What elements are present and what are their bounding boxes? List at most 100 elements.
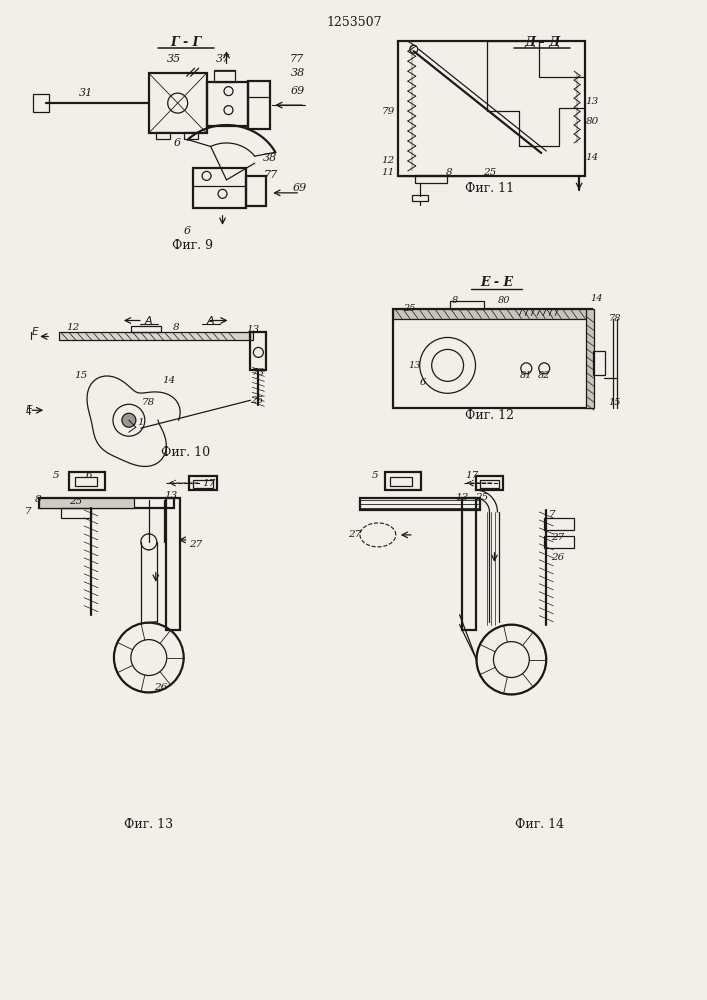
Text: 77: 77 <box>263 170 277 180</box>
Text: Фиг. 12: Фиг. 12 <box>465 409 514 422</box>
Text: 81: 81 <box>520 371 532 380</box>
Text: 38: 38 <box>291 68 305 78</box>
Text: 6: 6 <box>86 471 93 480</box>
Text: 80: 80 <box>498 296 510 305</box>
Bar <box>131 326 160 332</box>
Bar <box>40 498 134 508</box>
Text: 17: 17 <box>202 479 215 488</box>
Text: 8: 8 <box>446 168 453 177</box>
Text: 12: 12 <box>66 323 80 332</box>
Text: 79: 79 <box>381 107 395 116</box>
Text: 17: 17 <box>465 471 478 480</box>
Text: 27: 27 <box>189 540 202 549</box>
Bar <box>75 477 97 486</box>
Bar <box>148 73 206 133</box>
Text: 25: 25 <box>250 396 263 405</box>
Text: 1: 1 <box>138 418 144 427</box>
Text: 77: 77 <box>290 54 304 64</box>
Bar <box>393 309 592 408</box>
Text: 14: 14 <box>162 376 175 385</box>
Text: 69: 69 <box>293 183 308 193</box>
Bar <box>544 518 574 530</box>
Text: 8: 8 <box>173 323 179 332</box>
Circle shape <box>122 413 136 427</box>
Text: 25: 25 <box>475 493 488 502</box>
Bar <box>390 477 411 486</box>
Bar <box>165 498 180 630</box>
Bar <box>156 132 170 139</box>
Text: 27: 27 <box>551 533 563 542</box>
Text: А: А <box>145 316 153 326</box>
Text: 15: 15 <box>609 398 621 407</box>
Text: Фиг. 14: Фиг. 14 <box>515 818 563 831</box>
Text: 69: 69 <box>291 86 305 96</box>
Bar <box>189 476 216 490</box>
Bar <box>184 132 198 139</box>
Text: Фиг. 13: Фиг. 13 <box>124 818 173 831</box>
Text: 6: 6 <box>419 378 426 387</box>
Text: 27: 27 <box>349 530 361 539</box>
Text: 26: 26 <box>551 553 563 562</box>
Text: 78: 78 <box>142 398 156 407</box>
Text: 82: 82 <box>538 371 551 380</box>
Text: 38: 38 <box>263 153 277 163</box>
Bar <box>61 508 91 518</box>
Bar <box>462 498 476 630</box>
Bar <box>248 81 270 129</box>
Text: Д - Д: Д - Д <box>524 36 561 49</box>
Text: 12: 12 <box>381 156 395 165</box>
Text: 13: 13 <box>409 361 421 370</box>
Text: 8: 8 <box>35 495 42 504</box>
Text: 13: 13 <box>164 491 177 500</box>
Text: Фиг. 11: Фиг. 11 <box>465 182 514 195</box>
Bar <box>40 498 174 508</box>
Text: 7: 7 <box>25 507 32 516</box>
Text: 8: 8 <box>452 296 457 305</box>
Text: 80: 80 <box>585 117 599 126</box>
Text: 6: 6 <box>184 226 191 236</box>
Bar <box>411 195 428 201</box>
Text: 31: 31 <box>79 88 93 98</box>
Bar <box>398 41 585 176</box>
Text: 13: 13 <box>455 493 468 502</box>
Bar <box>479 480 499 488</box>
Bar <box>192 168 247 208</box>
Bar <box>593 351 605 375</box>
Text: E: E <box>32 327 38 337</box>
Bar <box>415 175 447 183</box>
Text: Фиг. 10: Фиг. 10 <box>161 446 210 459</box>
Bar <box>393 309 592 319</box>
Bar <box>450 301 484 309</box>
Text: 73: 73 <box>252 368 265 377</box>
Text: 35: 35 <box>167 54 181 64</box>
Text: 78: 78 <box>609 314 621 323</box>
Bar <box>250 332 267 370</box>
Text: 14: 14 <box>585 153 599 162</box>
Text: 25: 25 <box>404 304 416 313</box>
Bar <box>544 536 574 548</box>
Text: Е - Е: Е - Е <box>480 276 513 289</box>
Text: 11: 11 <box>381 168 395 177</box>
Text: 15: 15 <box>74 371 88 380</box>
Bar <box>59 332 253 340</box>
Text: 25: 25 <box>483 168 496 177</box>
Text: 7: 7 <box>549 510 556 519</box>
Bar <box>385 472 421 490</box>
Text: 26: 26 <box>154 683 168 692</box>
Text: 1253507: 1253507 <box>326 16 382 29</box>
Bar <box>586 309 594 408</box>
Bar <box>33 94 49 112</box>
Bar <box>206 82 248 126</box>
Text: Г - Г: Г - Г <box>170 36 201 49</box>
Text: 5: 5 <box>372 471 378 480</box>
Text: А: А <box>206 316 214 326</box>
Bar <box>69 472 105 490</box>
Bar <box>214 70 235 82</box>
Bar <box>360 498 479 510</box>
Text: 37: 37 <box>216 54 230 64</box>
Text: 25: 25 <box>69 497 83 506</box>
Text: 6: 6 <box>174 138 181 148</box>
Text: 5: 5 <box>53 471 59 480</box>
Text: Фиг. 9: Фиг. 9 <box>172 239 213 252</box>
Text: E: E <box>26 405 33 415</box>
